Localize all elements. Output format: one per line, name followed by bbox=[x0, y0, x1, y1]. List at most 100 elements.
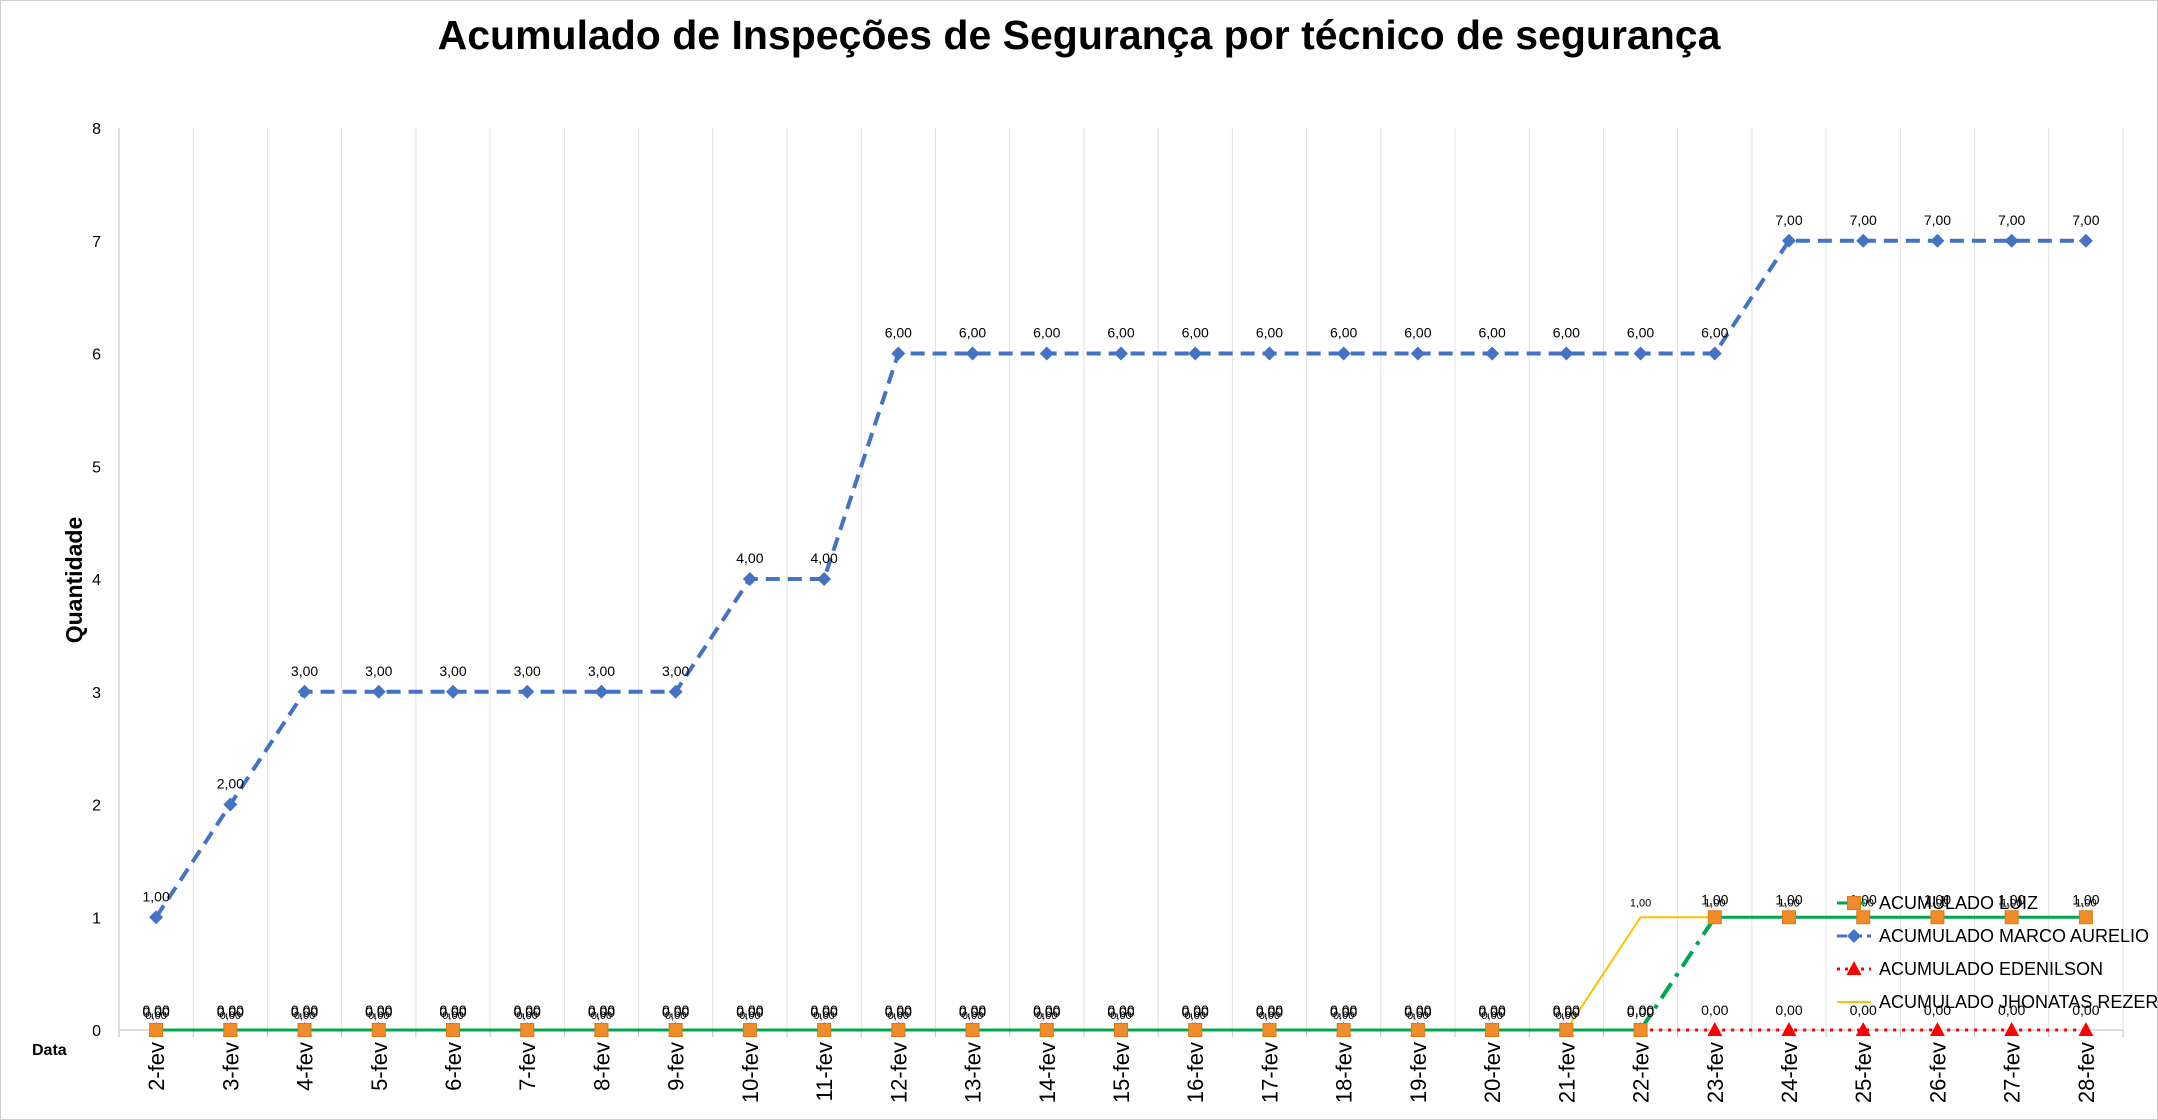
data-label-luiz: 1,00 bbox=[1924, 891, 1951, 907]
data-label-edenilson: 0,00 bbox=[588, 1002, 615, 1018]
point-luiz bbox=[297, 1023, 312, 1037]
chart-title: Acumulado de Inspeções de Segurança por … bbox=[437, 12, 1721, 58]
point-luiz bbox=[594, 1023, 609, 1037]
data-label-luiz: 0,00 bbox=[588, 1004, 615, 1020]
data-label-jhonatas-rezer: 0,00 bbox=[1110, 1010, 1131, 1022]
data-label-marco-aurelio: 7,00 bbox=[1775, 212, 1802, 228]
point-marco-aurelio bbox=[1856, 233, 1871, 248]
data-label-marco-aurelio: 3,00 bbox=[662, 663, 689, 679]
data-label-luiz: 0,00 bbox=[291, 1004, 318, 1020]
data-label-jhonatas-rezer: 0,00 bbox=[1185, 1010, 1206, 1022]
data-label-edenilson: 0,00 bbox=[1924, 1002, 1951, 1018]
point-marco-aurelio bbox=[1930, 233, 1945, 248]
x-tick-label: 6-fev bbox=[441, 1042, 466, 1091]
point-luiz bbox=[1707, 910, 1722, 925]
y-tick-label: 6 bbox=[92, 347, 101, 364]
data-label-jhonatas-rezer: 0,00 bbox=[1333, 1010, 1354, 1022]
x-tick-label: 16-fev bbox=[1183, 1042, 1208, 1103]
point-luiz bbox=[817, 1023, 832, 1037]
data-label-marco-aurelio: 3,00 bbox=[514, 663, 541, 679]
legend-label: ACUMULADO MARCO AURELIO bbox=[1879, 926, 2149, 946]
data-label-marco-aurelio: 6,00 bbox=[1404, 325, 1431, 341]
x-tick-label: 5-fev bbox=[367, 1042, 392, 1091]
series-acumulado-marco-aurelio bbox=[149, 233, 2093, 925]
legend-item: ACUMULADO JHONATAS REZER bbox=[1837, 992, 2158, 1012]
axis-layer: 0 1 2 3 4 5 6 7 8 2-fev 3-fev 4-fev 5-fev 6-fev 7-fev 8… bbox=[92, 121, 2124, 1103]
data-label-marco-aurelio: 6,00 bbox=[1182, 325, 1209, 341]
point-marco-aurelio bbox=[1114, 346, 1128, 361]
data-label-luiz: 0,00 bbox=[142, 1004, 169, 1020]
series-layer bbox=[148, 233, 2094, 1037]
data-label-marco-aurelio: 6,00 bbox=[1330, 325, 1357, 341]
data-label-edenilson: 0,00 bbox=[1478, 1002, 1505, 1018]
point-marco-aurelio bbox=[742, 572, 757, 586]
point-marco-aurelio bbox=[1039, 346, 1054, 361]
data-label-luiz: 0,00 bbox=[1330, 1004, 1357, 1020]
x-tick-label: 19-fev bbox=[1406, 1042, 1431, 1103]
data-label-marco-aurelio: 7,00 bbox=[1998, 212, 2025, 228]
point-luiz bbox=[1930, 910, 1945, 925]
legend-label: ACUMULADO LUIZ bbox=[1879, 893, 2038, 913]
data-label-luiz: 0,00 bbox=[1107, 1004, 1134, 1020]
data-label-jhonatas-rezer: 0,00 bbox=[517, 1010, 538, 1022]
point-marco-aurelio bbox=[1485, 346, 1500, 361]
data-label-marco-aurelio: 1,00 bbox=[142, 888, 169, 904]
data-label-edenilson: 0,00 bbox=[439, 1002, 466, 1018]
point-marco-aurelio bbox=[520, 684, 535, 699]
data-label-jhonatas-rezer: 0,00 bbox=[294, 1010, 315, 1022]
data-label-jhonatas-rezer: 0,00 bbox=[1556, 1010, 1577, 1022]
data-label-luiz: 0,00 bbox=[736, 1004, 763, 1020]
x-tick-label: 28-fev bbox=[2074, 1042, 2099, 1103]
data-label-marco-aurelio: 6,00 bbox=[1627, 325, 1654, 341]
point-luiz bbox=[1847, 896, 1861, 910]
x-tick-label: 2-fev bbox=[144, 1042, 169, 1091]
point-luiz bbox=[1559, 1023, 1574, 1037]
point-luiz bbox=[223, 1023, 238, 1037]
x-tick-label: 20-fev bbox=[1480, 1042, 1505, 1103]
data-label-marco-aurelio: 7,00 bbox=[2072, 212, 2099, 228]
data-label-marco-aurelio: 4,00 bbox=[736, 550, 763, 566]
x-tick-label: 11-fev bbox=[812, 1042, 837, 1102]
data-label-edenilson: 0,00 bbox=[291, 1002, 318, 1018]
data-label-luiz: 0,00 bbox=[1553, 1004, 1580, 1020]
x-tick-label: 25-fev bbox=[1851, 1042, 1876, 1103]
point-luiz bbox=[965, 1023, 980, 1037]
point-marco-aurelio bbox=[446, 684, 460, 699]
point-marco-aurelio bbox=[817, 572, 832, 586]
data-label-luiz: 0,00 bbox=[959, 1004, 986, 1020]
point-edenilson bbox=[1707, 1022, 1723, 1036]
data-label-marco-aurelio: 6,00 bbox=[1256, 325, 1283, 341]
data-label-luiz: 0,00 bbox=[662, 1004, 689, 1020]
y-tick-label: 2 bbox=[92, 798, 101, 815]
y-tick-label: 5 bbox=[92, 459, 101, 476]
data-label-luiz: 0,00 bbox=[1256, 1004, 1283, 1020]
legend-item: ACUMULADO LUIZ bbox=[1837, 893, 2038, 913]
data-label-jhonatas-rezer: 1,00 bbox=[1927, 897, 1948, 909]
data-label-jhonatas-rezer: 0,00 bbox=[739, 1010, 760, 1022]
x-tick-label: 26-fev bbox=[1925, 1042, 1950, 1103]
data-label-luiz: 1,00 bbox=[2072, 891, 2099, 907]
data-label-jhonatas-rezer: 0,00 bbox=[962, 1010, 983, 1022]
point-luiz bbox=[1410, 1023, 1425, 1037]
data-label-jhonatas-rezer: 1,00 bbox=[1778, 897, 1799, 909]
point-luiz bbox=[2004, 910, 2019, 925]
data-label-marco-aurelio: 6,00 bbox=[1701, 325, 1728, 341]
data-label-luiz: 1,00 bbox=[1998, 891, 2025, 907]
x-tick-label: 27-fev bbox=[2000, 1042, 2025, 1103]
data-label-jhonatas-rezer: 1,00 bbox=[1630, 897, 1651, 909]
data-label-jhonatas-rezer: 0,00 bbox=[1481, 1010, 1502, 1022]
data-label-marco-aurelio: 6,00 bbox=[1553, 325, 1580, 341]
point-marco-aurelio bbox=[297, 684, 312, 699]
x-tick-label: 13-fev bbox=[961, 1042, 986, 1103]
data-label-luiz: 0,00 bbox=[217, 1004, 244, 1020]
x-tick-label: 23-fev bbox=[1703, 1042, 1728, 1103]
x-tick-label: 17-fev bbox=[1257, 1042, 1282, 1103]
data-label-edenilson: 0,00 bbox=[1701, 1002, 1728, 1018]
point-edenilson bbox=[1846, 961, 1862, 975]
x-tick-label: 24-fev bbox=[1777, 1042, 1802, 1103]
data-label-jhonatas-rezer: 0,00 bbox=[368, 1010, 389, 1022]
point-marco-aurelio bbox=[1782, 233, 1796, 248]
data-label-luiz: 0,00 bbox=[810, 1004, 837, 1020]
x-tick-label: 18-fev bbox=[1332, 1042, 1357, 1103]
